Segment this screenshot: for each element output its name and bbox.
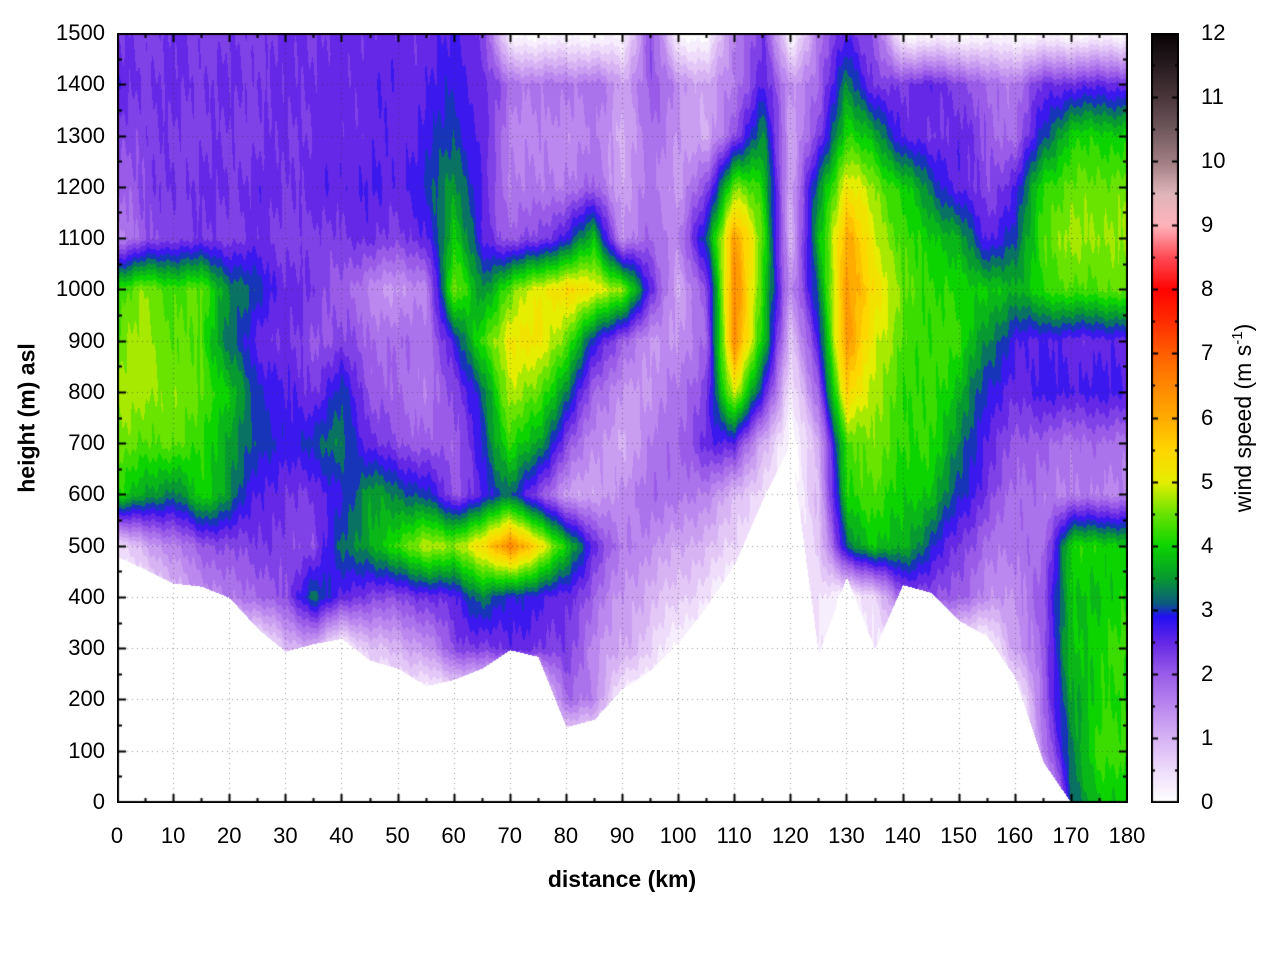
x-axis-tick-label: 150 xyxy=(940,823,978,848)
y-axis-tick-label: 200 xyxy=(68,686,105,712)
x-axis-tick-label: 40 xyxy=(329,823,354,848)
colorbar-tick-label: 8 xyxy=(1201,276,1214,302)
x-axis-tick-label: 0 xyxy=(110,823,124,848)
heatmap-plot-canvas xyxy=(117,33,1128,803)
x-axis-tick-label: 30 xyxy=(273,823,298,848)
x-axis-tick-label: 20 xyxy=(216,823,242,848)
x-axis-tick-label: 120 xyxy=(771,823,809,848)
colorbar-tick-label: 0 xyxy=(1201,789,1214,814)
y-axis-tick-label: 0 xyxy=(92,789,105,814)
y-axis-tick-label: 1300 xyxy=(56,122,105,148)
x-axis-tick-label: 100 xyxy=(659,823,697,848)
x-axis-tick-label: 170 xyxy=(1052,823,1090,848)
y-axis-tick-label: 1200 xyxy=(56,173,105,199)
colorbar-tick-label: 5 xyxy=(1201,468,1214,494)
colorbar-tick-label: 11 xyxy=(1201,84,1224,110)
y-axis-tick-label: 1100 xyxy=(57,225,105,251)
x-axis-tick-label: 70 xyxy=(497,823,523,848)
x-axis-tick-label: 110 xyxy=(716,823,752,848)
y-axis-tick-label: 600 xyxy=(68,481,105,507)
x-axis-tick-label: 180 xyxy=(1108,823,1146,848)
y-axis-tick-label: 1400 xyxy=(56,71,105,97)
y-axis-tick-label: 300 xyxy=(68,635,105,661)
colorbar-tick-label: 1 xyxy=(1201,724,1214,750)
y-axis-tick-label: 400 xyxy=(68,583,105,609)
x-axis-tick-label: 10 xyxy=(160,823,186,848)
x-axis-tick-label: 90 xyxy=(609,823,635,848)
colorbar-title-suffix: ) xyxy=(1229,323,1256,332)
colorbar-tick-label: 10 xyxy=(1201,148,1226,174)
y-axis-tick-label: 1500 xyxy=(56,20,105,45)
colorbar-tick-label: 6 xyxy=(1201,404,1214,430)
colorbar-canvas xyxy=(1151,33,1179,803)
x-axis-tick-label: 50 xyxy=(385,823,410,848)
y-axis-tick-label: 500 xyxy=(68,532,105,558)
y-axis-tick-label: 100 xyxy=(68,737,105,763)
y-axis-tick-label: 1000 xyxy=(56,276,105,302)
colorbar-title: wind speed (m s-1) xyxy=(1229,324,1257,512)
x-axis-tick-label: 60 xyxy=(441,823,466,848)
y-axis-tick-label: 800 xyxy=(68,378,105,404)
colorbar-tick-label: 9 xyxy=(1201,212,1214,238)
y-axis-tick-label: 700 xyxy=(68,430,105,456)
x-axis-tick-label: 160 xyxy=(996,823,1034,848)
colorbar-tick-label: 3 xyxy=(1201,596,1214,622)
y-axis-tick-label: 900 xyxy=(68,327,105,353)
colorbar-tick-label: 4 xyxy=(1201,532,1214,558)
colorbar-tick-label: 2 xyxy=(1201,660,1214,686)
x-axis-tick-label: 140 xyxy=(884,823,921,848)
x-axis-tick-label: 80 xyxy=(553,823,579,848)
y-axis-title: height (m) asl xyxy=(13,343,40,493)
x-axis-title: distance (km) xyxy=(547,866,697,892)
colorbar-tick-label: 7 xyxy=(1201,340,1214,366)
x-axis-tick-label: 130 xyxy=(828,823,865,848)
colorbar-title-superscript: -1 xyxy=(1229,331,1247,345)
colorbar-title-prefix: wind speed (m s xyxy=(1229,344,1256,513)
colorbar-tick-label: 12 xyxy=(1201,20,1226,45)
